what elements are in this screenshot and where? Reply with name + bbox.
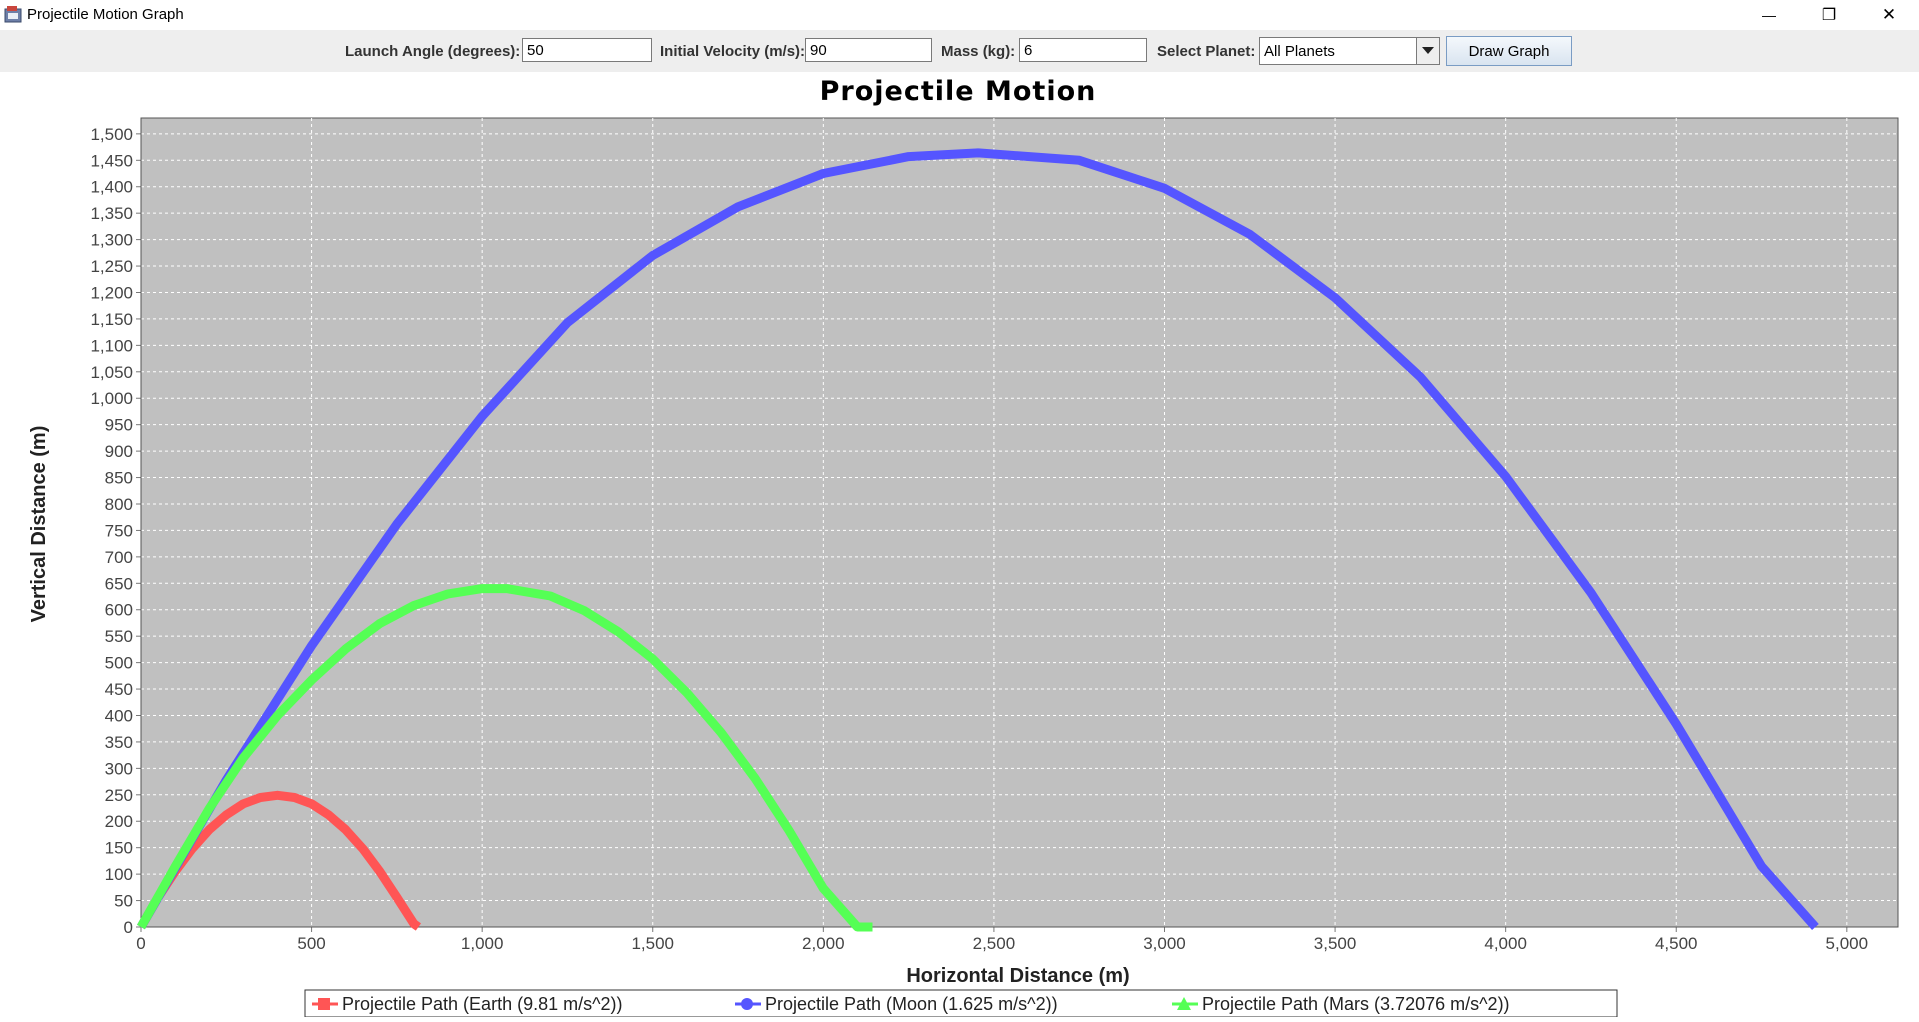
series-line-mars — [137, 584, 873, 932]
legend-marker-triangle — [1177, 997, 1191, 1010]
x-tick-label: 500 — [297, 934, 325, 953]
mass-label: Mass (kg): — [941, 43, 1016, 60]
y-tick-label: 450 — [105, 680, 133, 699]
y-tick-label: 100 — [105, 865, 133, 884]
close-icon: ✕ — [1881, 5, 1897, 24]
axes: 0 500 1,000 1,500 2,000 2,500 3,000 3,500 4,000 4… — [90, 118, 1898, 953]
y-tick-label: 700 — [105, 548, 133, 567]
y-tick-label: 1,500 — [90, 125, 133, 144]
window-title: Projectile Motion Graph — [27, 6, 184, 23]
legend-marker-circle — [741, 998, 753, 1010]
y-tick-label: 550 — [105, 627, 133, 646]
y-tick-label: 800 — [105, 495, 133, 514]
legend-label-moon: Projectile Path (Moon (1.625 m/s^2)) — [765, 994, 1058, 1014]
x-tick-label: 3,000 — [1143, 934, 1186, 953]
y-tick-label: 1,250 — [90, 257, 133, 276]
y-axis-title: Vertical Distance (m) — [28, 426, 50, 623]
select-planet-label: Select Planet: — [1157, 43, 1256, 60]
y-tick-label: 750 — [105, 521, 133, 540]
legend-box — [304, 989, 1618, 1018]
x-tick-label: 5,000 — [1826, 934, 1869, 953]
initial-velocity-input[interactable] — [805, 38, 932, 62]
initial-velocity-label: Initial Velocity (m/s): — [660, 43, 806, 60]
minimize-icon: — — [1762, 7, 1776, 23]
close-button[interactable]: ✕ — [1859, 0, 1919, 30]
legend-label-earth: Projectile Path (Earth (9.81 m/s^2)) — [342, 994, 623, 1014]
y-tick-label: 1,150 — [90, 310, 133, 329]
draw-graph-button[interactable]: Draw Graph — [1446, 36, 1572, 66]
x-tick-label: 4,000 — [1484, 934, 1527, 953]
y-tick-label: 1,300 — [90, 231, 133, 250]
y-tick-label: 1,000 — [90, 389, 133, 408]
y-tick-label: 1,400 — [90, 178, 133, 197]
y-tick-label: 350 — [105, 733, 133, 752]
y-tick-label: 1,350 — [90, 204, 133, 223]
y-tick-label: 150 — [105, 839, 133, 858]
x-axis-title: Horizontal Distance (m) — [906, 965, 1129, 987]
y-tick-label: 1,100 — [90, 336, 133, 355]
input-toolbar: Launch Angle (degrees): Initial Velocity… — [0, 30, 1919, 72]
x-tick-label: 1,000 — [461, 934, 504, 953]
launch-angle-label: Launch Angle (degrees): — [345, 43, 521, 60]
x-tick-label: 4,500 — [1655, 934, 1698, 953]
y-tick-label: 900 — [105, 442, 133, 461]
legend-label-mars: Projectile Path (Mars (3.72076 m/s^2)) — [1202, 994, 1510, 1014]
chart-title: Projectile Motion — [820, 76, 1097, 107]
series-lines — [137, 148, 1819, 932]
y-tick-label: 400 — [105, 706, 133, 725]
x-tick-label: 0 — [136, 934, 145, 953]
restore-button[interactable]: ❐ — [1799, 0, 1859, 30]
y-tick-label: 50 — [114, 892, 133, 911]
x-tick-label: 3,500 — [1314, 934, 1357, 953]
y-tick-label: 950 — [105, 416, 133, 435]
x-tick-label: 1,500 — [631, 934, 674, 953]
legend-marker-square — [318, 998, 330, 1010]
planet-select-value: All Planets — [1264, 43, 1335, 60]
y-tick-label: 650 — [105, 574, 133, 593]
chevron-down-icon[interactable] — [1416, 38, 1439, 64]
mass-input[interactable] — [1019, 38, 1147, 62]
y-tick-label: 0 — [124, 918, 133, 937]
java-app-icon — [4, 6, 22, 23]
projectile-chart: Projectile Motion 0 500 1,000 1,500 2,000 2,5… — [28, 76, 1899, 1018]
y-tick-label: 1,200 — [90, 283, 133, 302]
x-tick-label: 2,500 — [973, 934, 1016, 953]
y-tick-label: 200 — [105, 812, 133, 831]
legend: Projectile Path (Earth (9.81 m/s^2)) Proj… — [304, 989, 1618, 1018]
y-tick-label: 250 — [105, 786, 133, 805]
plot-area — [140, 117, 1899, 928]
series-line-moon — [137, 148, 1819, 930]
chart-panel: Projectile Motion 0 500 1,000 1,500 2,000 2,5… — [0, 72, 1919, 1018]
y-tick-label: 300 — [105, 759, 133, 778]
y-tick-label: 1,050 — [90, 363, 133, 382]
minimize-button[interactable]: — — [1739, 0, 1799, 30]
planet-select[interactable]: All Planets — [1259, 37, 1440, 65]
grid-lines — [141, 118, 1898, 927]
restore-icon: ❐ — [1821, 7, 1837, 24]
y-tick-label: 1,450 — [90, 151, 133, 170]
y-tick-label: 600 — [105, 601, 133, 620]
y-tick-label: 850 — [105, 469, 133, 488]
y-tick-label: 500 — [105, 654, 133, 673]
x-tick-label: 2,000 — [802, 934, 845, 953]
title-bar[interactable]: Projectile Motion Graph — ❐ ✕ — [0, 0, 1919, 30]
launch-angle-input[interactable] — [522, 38, 652, 62]
